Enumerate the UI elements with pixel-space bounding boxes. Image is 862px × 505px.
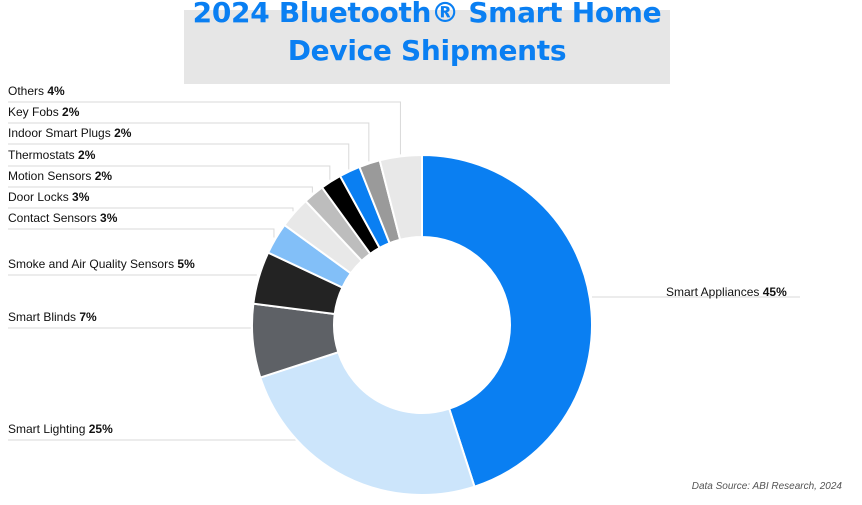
chart-title-line-1: 2024 Bluetooth® Smart Home — [192, 0, 662, 29]
label-motion-sensors: Motion Sensors 2% — [8, 169, 112, 183]
chart-title: 2024 Bluetooth® Smart Home Device Shipme… — [184, 0, 670, 70]
label-name-smart-appliances: Smart Appliances — [666, 285, 763, 299]
title-background — [184, 10, 670, 84]
label-others: Others 4% — [8, 84, 65, 98]
label-value-indoor-smart-plugs: 2% — [114, 126, 132, 140]
leader-line-others — [8, 101, 401, 155]
title-clip: 2024 Bluetooth® Smart Home Device Shipme… — [0, 0, 862, 100]
label-indoor-smart-plugs: Indoor Smart Plugs 2% — [8, 126, 132, 140]
label-name-key-fobs: Key Fobs — [8, 105, 62, 119]
donut-slices — [250, 153, 594, 497]
slice-smart-appliances — [421, 153, 594, 488]
label-key-fobs: Key Fobs 2% — [8, 105, 80, 119]
leader-line-door-locks — [8, 207, 294, 212]
leader-line-motion-sensors — [8, 186, 313, 193]
chart-title-line-2: Device Shipments — [287, 34, 567, 67]
label-door-locks: Door Locks 3% — [8, 190, 90, 204]
label-name-door-locks: Door Locks — [8, 190, 72, 204]
label-name-others: Others — [8, 84, 47, 98]
label-name-contact-sensors: Contact Sensors — [8, 211, 100, 225]
label-value-smart-appliances: 45% — [763, 285, 787, 299]
label-value-motion-sensors: 2% — [95, 169, 113, 183]
slice-labels: Smart Appliances 45%Smart Lighting 25%Sm… — [8, 84, 787, 436]
leader-line-indoor-smart-plugs — [8, 143, 350, 170]
slice-smart-lighting — [259, 350, 476, 497]
label-name-motion-sensors: Motion Sensors — [8, 169, 95, 183]
label-value-thermostats: 2% — [78, 148, 96, 162]
leader-line-key-fobs — [8, 122, 370, 162]
label-name-smart-lighting: Smart Lighting — [8, 422, 89, 436]
label-name-smoke-and-air-quality-sensors: Smoke and Air Quality Sensors — [8, 257, 177, 271]
label-smart-appliances: Smart Appliances 45% — [666, 285, 787, 299]
label-thermostats: Thermostats 2% — [8, 148, 96, 162]
label-value-smart-lighting: 25% — [89, 422, 113, 436]
label-value-others: 4% — [47, 84, 65, 98]
label-value-smoke-and-air-quality-sensors: 5% — [177, 257, 195, 271]
leader-line-thermostats — [8, 165, 331, 180]
label-name-thermostats: Thermostats — [8, 148, 78, 162]
label-value-door-locks: 3% — [72, 190, 90, 204]
label-name-indoor-smart-plugs: Indoor Smart Plugs — [8, 126, 114, 140]
slice-others — [378, 153, 423, 241]
label-smoke-and-air-quality-sensors: Smoke and Air Quality Sensors 5% — [8, 257, 195, 271]
data-source-note: Data Source: ABI Research, 2024 — [691, 481, 842, 492]
label-name-smart-blinds: Smart Blinds — [8, 310, 79, 324]
leader-lines — [8, 101, 800, 441]
leader-line-contact-sensors — [8, 228, 275, 238]
label-value-smart-blinds: 7% — [79, 310, 97, 324]
label-smart-blinds: Smart Blinds 7% — [8, 310, 97, 324]
label-contact-sensors: Contact Sensors 3% — [8, 211, 118, 225]
label-smart-lighting: Smart Lighting 25% — [8, 422, 113, 436]
label-value-key-fobs: 2% — [62, 105, 80, 119]
label-value-contact-sensors: 3% — [100, 211, 118, 225]
